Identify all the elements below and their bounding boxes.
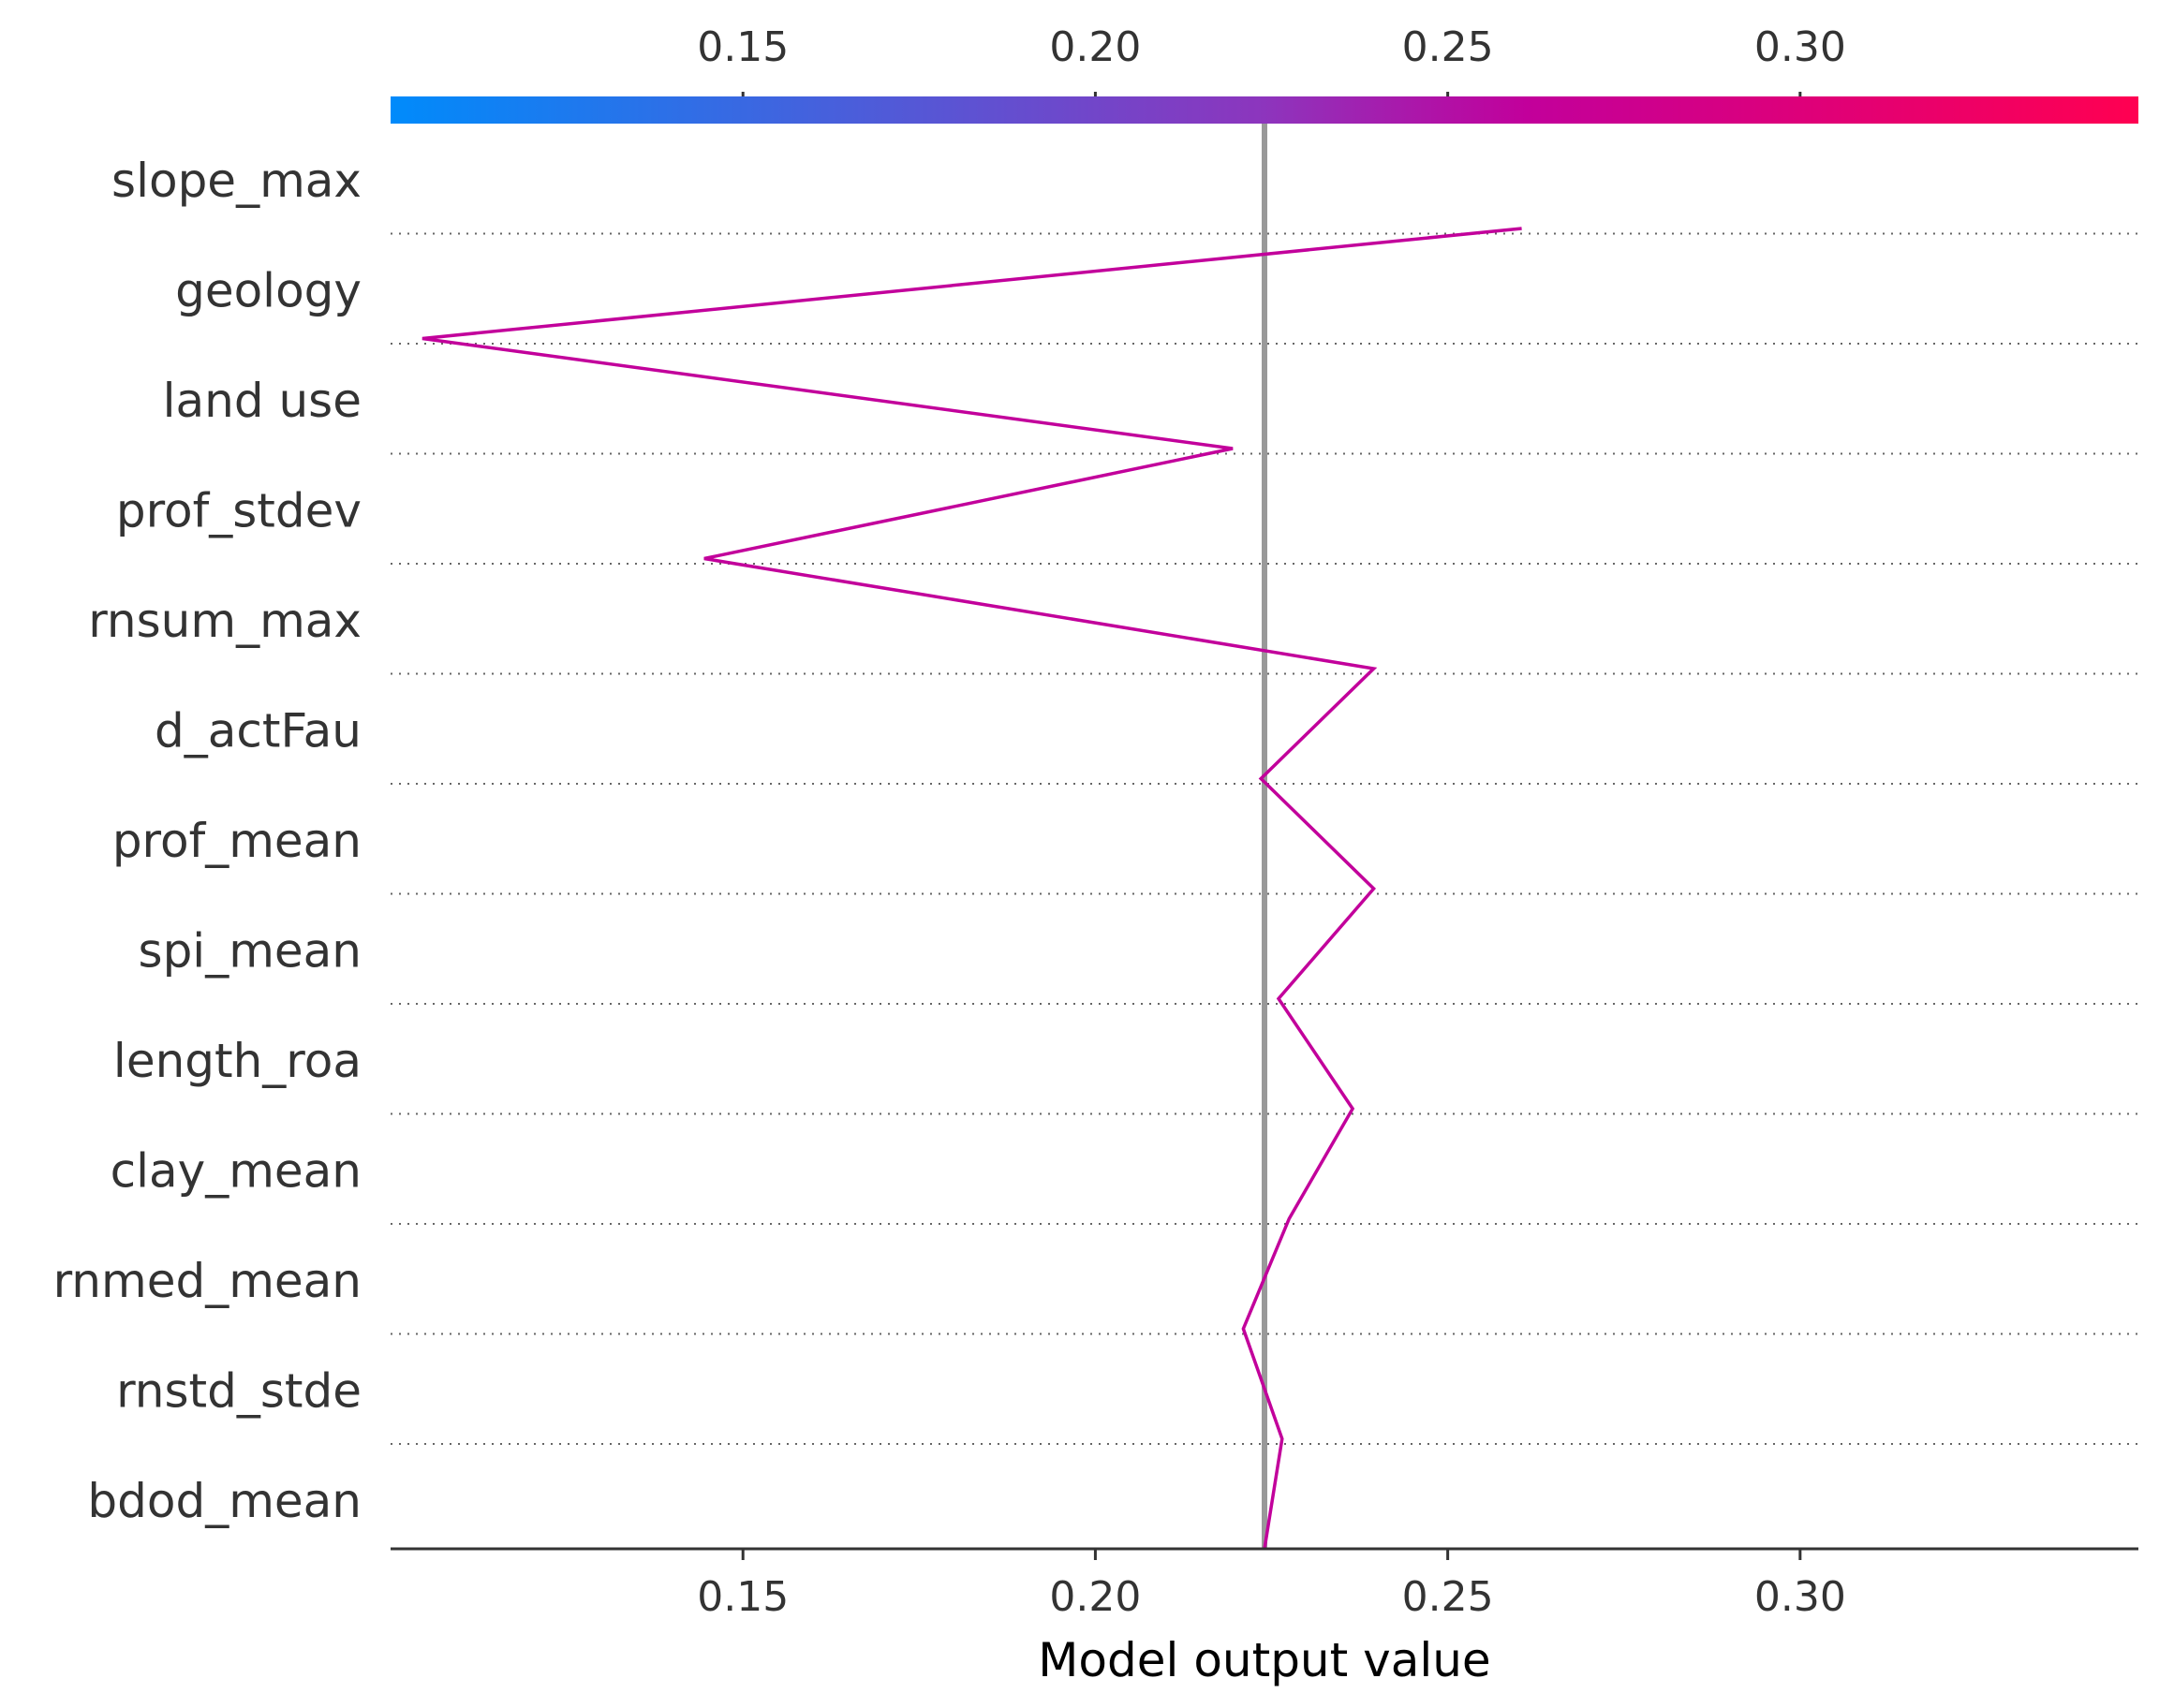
- feature-label: geology: [175, 264, 362, 318]
- bottom-tick-label: 0.20: [1049, 1573, 1141, 1621]
- feature-label: rnmed_mean: [53, 1254, 362, 1308]
- top-tick-label: 0.25: [1402, 23, 1494, 71]
- colorbar: [391, 96, 2138, 124]
- feature-label: prof_stdev: [116, 484, 362, 538]
- feature-label: rnstd_stde: [116, 1364, 362, 1419]
- top-tick-label: 0.30: [1754, 23, 1846, 71]
- feature-label: slope_max: [111, 154, 362, 208]
- feature-label: length_roa: [113, 1034, 362, 1088]
- feature-label: bdod_mean: [87, 1474, 362, 1528]
- bottom-tick-label: 0.30: [1754, 1573, 1846, 1621]
- feature-label: d_actFau: [155, 704, 362, 758]
- feature-label: prof_mean: [112, 814, 362, 868]
- top-tick-label: 0.20: [1049, 23, 1141, 71]
- feature-label: clay_mean: [111, 1144, 362, 1199]
- bottom-tick-label: 0.15: [697, 1573, 789, 1621]
- feature-label: rnsum_max: [88, 594, 362, 648]
- decision-path-group: [421, 227, 1522, 1550]
- decision-path-line: [421, 227, 1522, 1550]
- top-tick-label: 0.15: [697, 23, 789, 71]
- bottom-axis: 0.15 0.20 0.25 0.30: [697, 1549, 1846, 1621]
- bottom-tick-label: 0.25: [1402, 1573, 1494, 1621]
- x-axis-title: Model output value: [1038, 1633, 1490, 1687]
- feature-label: land use: [163, 374, 362, 428]
- feature-label: spi_mean: [139, 924, 362, 979]
- top-axis: 0.15 0.20 0.25 0.30: [697, 23, 1846, 96]
